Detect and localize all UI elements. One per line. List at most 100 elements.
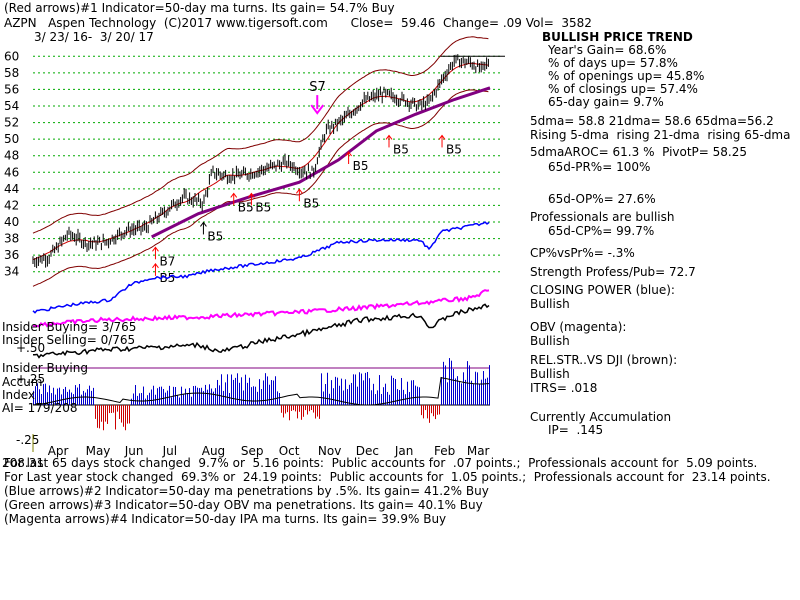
accum-bar bbox=[291, 405, 292, 411]
years-gain: Year's Gain= 68.6% bbox=[548, 43, 667, 57]
signal-arrowhead bbox=[152, 263, 159, 269]
y-tick-label: 50 bbox=[4, 132, 19, 146]
y-tick-label: 52 bbox=[4, 116, 19, 130]
accum-bar bbox=[293, 405, 294, 411]
accum-bar bbox=[363, 380, 364, 405]
accum-bar bbox=[71, 392, 72, 405]
accum-bar bbox=[267, 376, 268, 405]
accum-bar bbox=[433, 405, 434, 417]
signal-label: B5 bbox=[303, 196, 319, 210]
accum-bar bbox=[63, 389, 64, 405]
accum-bar bbox=[153, 385, 154, 405]
rising-mas: Rising 5-dma rising 21-dma rising 65-dma bbox=[530, 128, 791, 142]
insider-buying-label-2: Insider Buying bbox=[2, 361, 88, 375]
indicator-1-line: (Red arrows)#1 Indicator=50-day ma turns… bbox=[4, 1, 395, 15]
ticker-header: AZPN Aspen Technology (C)2017 www.tigers… bbox=[4, 16, 592, 30]
accum-bar bbox=[111, 405, 112, 413]
accum-bar bbox=[105, 405, 106, 422]
accum-bar bbox=[273, 380, 274, 405]
accum-bar bbox=[89, 385, 90, 405]
accum-bar bbox=[115, 405, 116, 430]
accum-bar bbox=[203, 391, 204, 405]
indicator-4-line: (Magenta arrows)#4 Indicator=50-day IPA … bbox=[4, 512, 447, 526]
relstr-label: REL.STR..VS DJI (brown): bbox=[530, 353, 678, 367]
accum-bar bbox=[93, 387, 94, 405]
month-label: Apr bbox=[48, 444, 69, 458]
accum-bar bbox=[403, 389, 404, 405]
accum-bar bbox=[43, 384, 44, 405]
accum-bar bbox=[211, 388, 212, 405]
accum-bar bbox=[81, 394, 82, 405]
signal-arrowhead bbox=[295, 188, 303, 194]
accum-bar bbox=[113, 405, 114, 413]
accum-bar bbox=[417, 386, 418, 405]
accum-bar bbox=[447, 382, 448, 405]
accum-bar bbox=[475, 371, 476, 405]
accum-bar bbox=[229, 392, 230, 405]
y-tick-label: 40 bbox=[4, 215, 19, 229]
y-tick-label: 42 bbox=[4, 198, 19, 212]
accum-bar bbox=[419, 387, 420, 405]
relative-strength-line bbox=[32, 303, 490, 359]
accum-bar bbox=[457, 376, 458, 405]
accum-bar bbox=[215, 388, 216, 405]
strength-ratio: Strength Profess/Pub= 72.7 bbox=[530, 265, 696, 279]
accum-bar bbox=[335, 376, 336, 405]
accum-bar bbox=[129, 405, 130, 424]
accum-bar bbox=[149, 392, 150, 405]
accum-bar bbox=[83, 390, 84, 405]
footer-year: For Last year stock changed 69.3% or 24.… bbox=[4, 470, 771, 484]
accum-bar bbox=[37, 383, 38, 405]
cp-vs-pr: CP%vsPr%= -.3% bbox=[530, 246, 635, 260]
accum-bar bbox=[157, 388, 158, 405]
accum-bar bbox=[251, 387, 252, 405]
accum-bar bbox=[119, 405, 120, 420]
accum-bar bbox=[233, 379, 234, 405]
accum-bar bbox=[361, 373, 362, 405]
accum-bar bbox=[311, 405, 312, 410]
accumulation-status: Currently Accumulation bbox=[530, 410, 672, 424]
ai-label: AI= 179/208 bbox=[2, 401, 78, 415]
accum-bar bbox=[387, 391, 388, 405]
accum-bar bbox=[241, 377, 242, 405]
accum-bar bbox=[253, 386, 254, 405]
footer-65day: For last 65 days stock changed 9.7% or 5… bbox=[4, 456, 758, 470]
accum-bar bbox=[283, 405, 284, 418]
obv-status: Bullish bbox=[530, 334, 570, 348]
accum-bar bbox=[303, 405, 304, 417]
accum-bar bbox=[373, 383, 374, 405]
trend-title: BULLISH PRICE TREND bbox=[542, 30, 693, 44]
accum-bar bbox=[275, 376, 276, 405]
accum-bar bbox=[191, 396, 192, 405]
accum-bar bbox=[117, 405, 118, 412]
accum-bar bbox=[483, 371, 484, 405]
pr-65: 65d-PR%= 100% bbox=[548, 160, 651, 174]
accum-bar bbox=[383, 387, 384, 405]
y-tick-label: 56 bbox=[4, 82, 19, 96]
accum-bar bbox=[421, 405, 422, 416]
accum-bar bbox=[285, 405, 286, 414]
accum-bar bbox=[341, 378, 342, 405]
accum-bar bbox=[209, 384, 210, 405]
accum-bar bbox=[205, 384, 206, 405]
accum-bar bbox=[243, 390, 244, 405]
accum-bar bbox=[317, 405, 318, 417]
accum-bar bbox=[49, 385, 50, 405]
accum-bar bbox=[47, 392, 48, 405]
accum-bar bbox=[347, 389, 348, 405]
ma21-line bbox=[32, 62, 489, 261]
signal-arrowhead bbox=[152, 246, 159, 252]
accum-bar bbox=[171, 397, 172, 405]
accum-bar bbox=[169, 385, 170, 405]
accum-bar bbox=[79, 383, 80, 405]
accum-bar bbox=[327, 372, 328, 405]
accum-bar bbox=[207, 389, 208, 405]
signal-arrowhead bbox=[310, 104, 325, 115]
accum-bar bbox=[139, 393, 140, 405]
pct-days-up: % of days up= 57.8% bbox=[548, 56, 678, 70]
month-label: May bbox=[86, 444, 111, 458]
accum-bar bbox=[351, 382, 352, 405]
accum-bar bbox=[355, 374, 356, 405]
date-range: 3/ 23/ 16- 3/ 20/ 17 bbox=[34, 30, 154, 44]
accum-bar bbox=[401, 377, 402, 405]
